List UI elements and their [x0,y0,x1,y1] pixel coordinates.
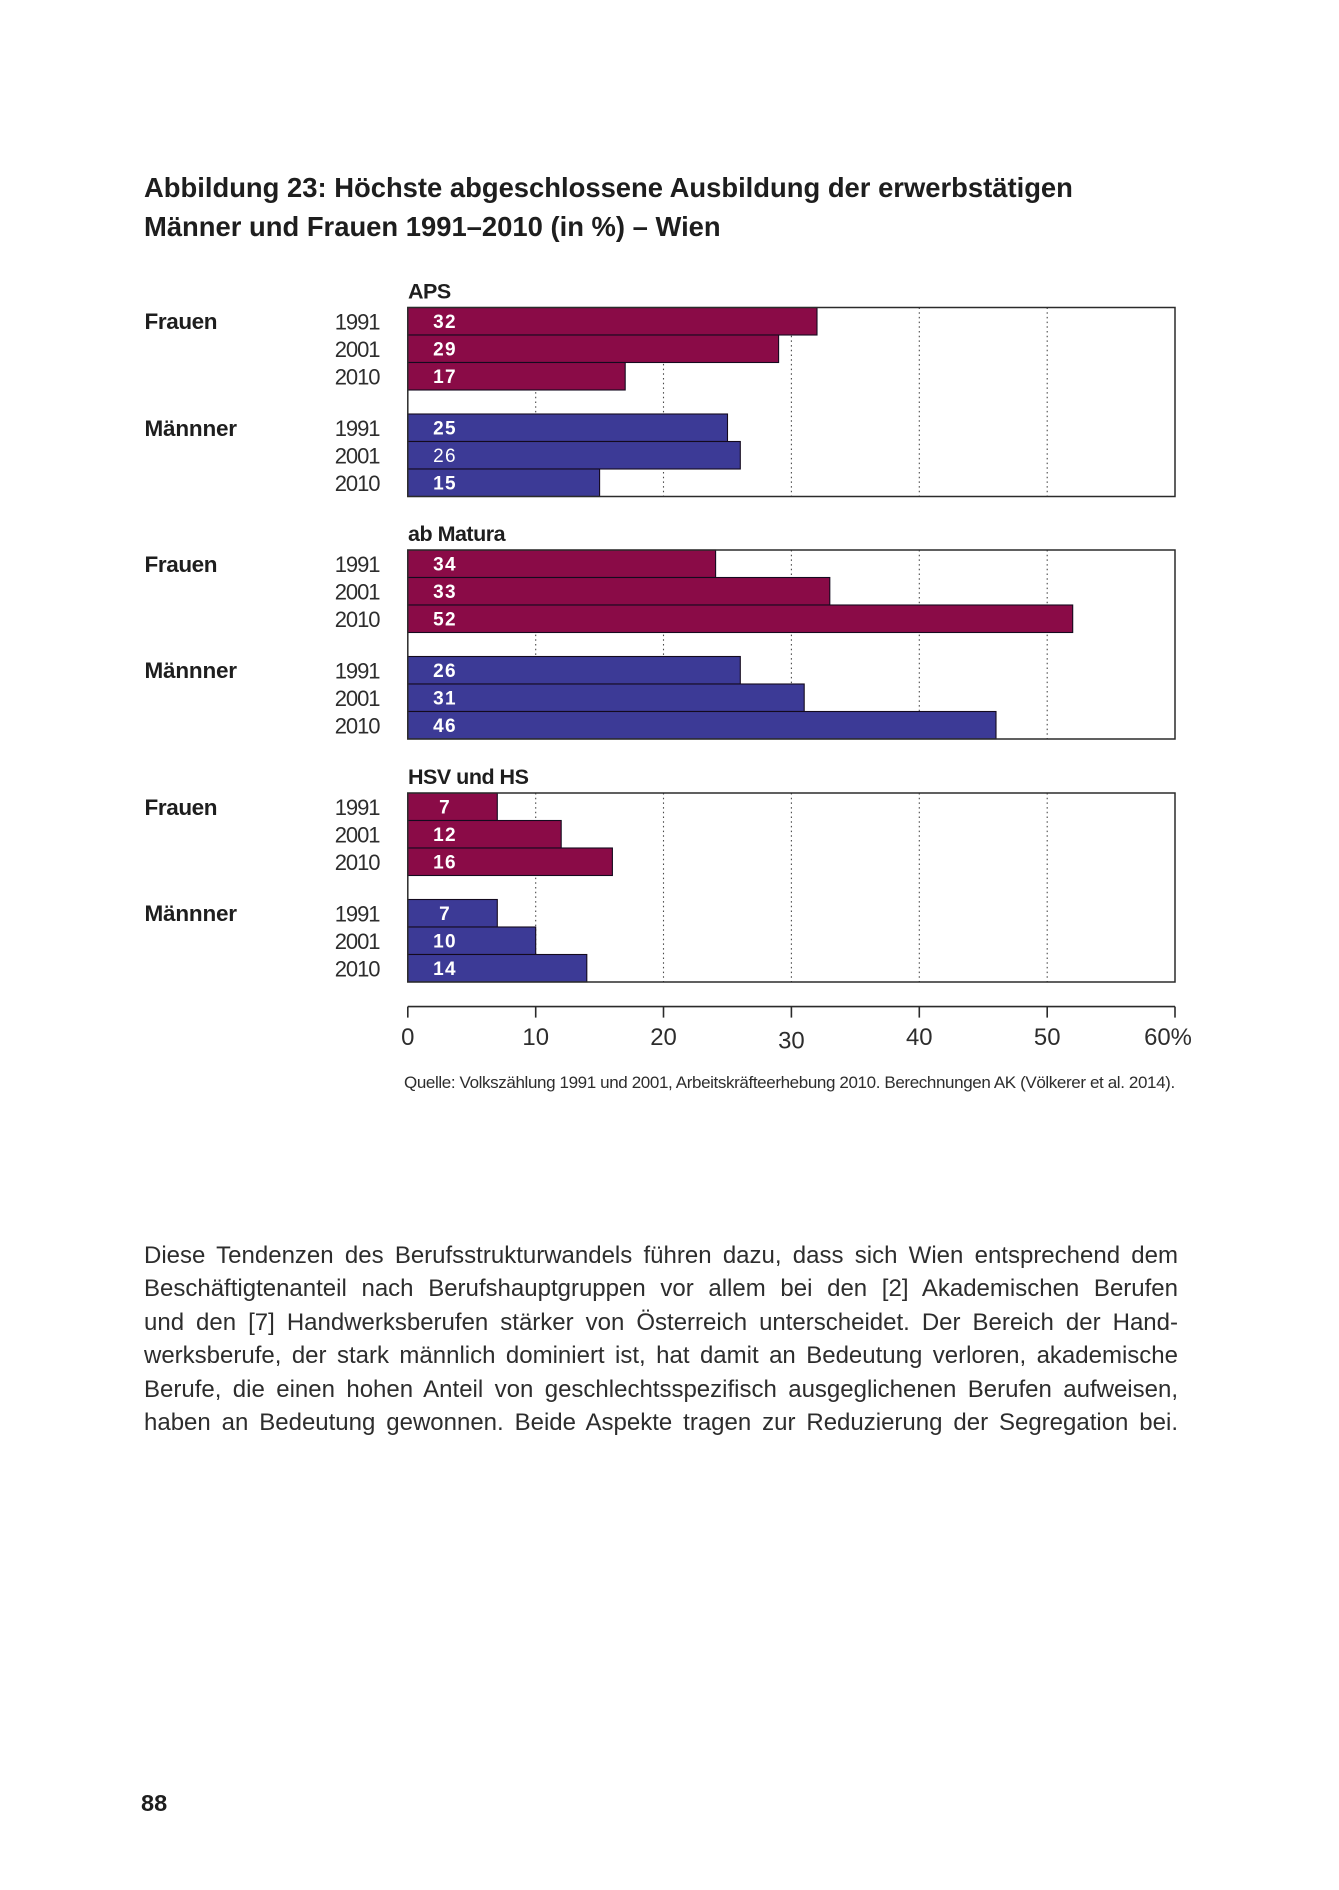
svg-text:1991: 1991 [335,795,381,820]
svg-text:25: 25 [433,419,457,440]
svg-text:32: 32 [433,312,457,333]
svg-text:10: 10 [522,1024,549,1051]
svg-text:31: 31 [433,689,457,710]
svg-text:15: 15 [433,474,457,495]
svg-text:1991: 1991 [335,416,381,441]
svg-text:12: 12 [433,825,457,846]
svg-text:40: 40 [906,1024,933,1051]
svg-text:7: 7 [439,904,451,925]
svg-text:2010: 2010 [335,850,381,875]
svg-text:30: 30 [778,1028,805,1055]
svg-text:1991: 1991 [335,902,381,927]
svg-text:2010: 2010 [335,471,381,496]
svg-text:0: 0 [401,1024,414,1051]
svg-text:1991: 1991 [335,309,381,334]
svg-text:Frauen: Frauen [145,795,218,820]
svg-text:50: 50 [1034,1024,1061,1051]
svg-text:46: 46 [433,716,457,737]
svg-text:2010: 2010 [335,364,381,389]
svg-text:14: 14 [433,959,457,980]
svg-text:2001: 2001 [335,580,381,605]
svg-text:APS: APS [408,280,451,304]
svg-text:2001: 2001 [335,443,381,468]
svg-text:33: 33 [433,582,457,603]
svg-text:2010: 2010 [335,714,381,739]
svg-text:2001: 2001 [335,686,381,711]
svg-text:Männner: Männner [145,658,238,683]
svg-text:HSV und HS: HSV und HS [408,765,529,789]
svg-text:26: 26 [433,446,457,467]
svg-text:Frauen: Frauen [145,552,218,577]
svg-text:20: 20 [650,1024,677,1051]
svg-text:7: 7 [439,798,451,819]
svg-text:2001: 2001 [335,823,381,848]
svg-text:Frauen: Frauen [145,309,218,334]
svg-text:2010: 2010 [335,957,381,982]
svg-text:2010: 2010 [335,607,381,632]
svg-text:34: 34 [433,555,457,576]
svg-text:29: 29 [433,340,457,361]
svg-text:Männner: Männner [145,416,238,441]
svg-text:1991: 1991 [335,659,381,684]
svg-text:17: 17 [433,367,457,388]
svg-text:60%: 60% [1144,1024,1192,1051]
svg-text:ab Matura: ab Matura [408,522,507,546]
svg-text:2001: 2001 [335,929,381,954]
svg-text:Männner: Männner [145,901,238,926]
svg-text:52: 52 [433,610,457,631]
svg-text:10: 10 [433,932,457,953]
svg-text:16: 16 [433,853,457,874]
svg-text:2001: 2001 [335,337,381,362]
svg-text:26: 26 [433,661,457,682]
svg-text:1991: 1991 [335,552,381,577]
